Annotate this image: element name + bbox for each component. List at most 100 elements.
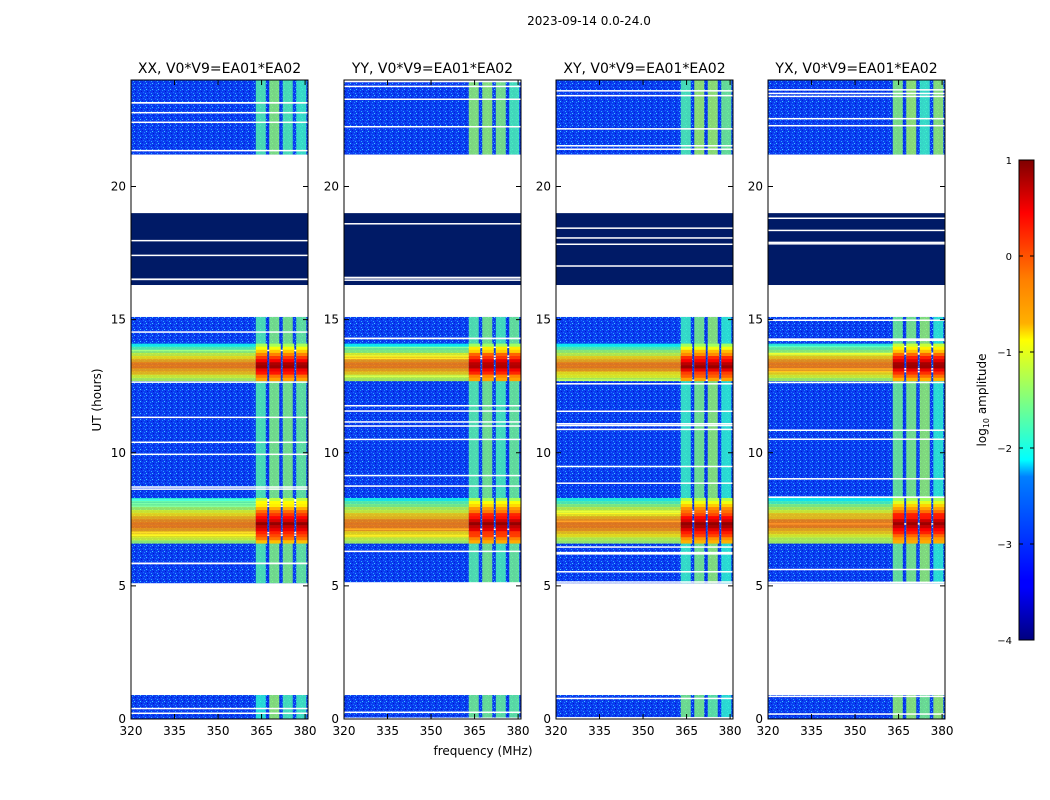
intense-cell <box>906 371 918 375</box>
x-tick-label: 365 <box>463 724 486 738</box>
intense-row <box>556 501 681 505</box>
gap-line <box>344 98 521 101</box>
intense-cell <box>509 362 521 366</box>
intense-cell <box>892 507 905 511</box>
intense-cell <box>694 501 706 505</box>
intense-cell <box>707 498 720 502</box>
intense-cell <box>694 528 706 532</box>
intense-cell <box>269 501 281 505</box>
intense-cell <box>255 501 268 505</box>
intense-cell <box>296 540 308 544</box>
intense-row <box>344 534 469 538</box>
intense-cell <box>296 368 308 372</box>
intense-cell <box>721 377 733 382</box>
axes-frame <box>130 79 309 720</box>
rfi-column <box>468 316 479 584</box>
intense-row <box>344 525 469 529</box>
data-block <box>344 695 521 719</box>
intense-cell <box>906 522 918 526</box>
intense-row <box>344 522 469 526</box>
y-tick-label: 5 <box>543 579 551 593</box>
intense-cell <box>482 371 494 375</box>
intense-cell <box>933 359 945 363</box>
intense-row <box>768 352 893 357</box>
colorbar-tick-label: −3 <box>997 540 1012 551</box>
data-block <box>344 80 521 155</box>
rfi-column <box>892 695 903 719</box>
gap-line <box>556 410 733 413</box>
intense-cell <box>296 346 308 351</box>
intense-cell <box>892 501 905 505</box>
intense-cell <box>694 368 706 372</box>
intense-cell <box>482 365 494 369</box>
gap-line <box>768 713 945 715</box>
axes-frame <box>555 79 734 720</box>
rfi-column <box>495 316 506 584</box>
intense-cell <box>906 346 918 351</box>
intense-cell <box>694 522 706 526</box>
intense-cell <box>721 525 733 529</box>
intense-cell <box>892 513 905 517</box>
gap-line <box>556 581 733 583</box>
colorbar-tick-label: −4 <box>997 636 1012 647</box>
intense-cell <box>680 519 693 523</box>
x-tick-label: 380 <box>507 724 530 738</box>
y-tick-label: 15 <box>111 313 126 327</box>
intense-cell <box>495 362 508 366</box>
intense-cell <box>468 349 481 354</box>
intense-cell <box>482 540 494 544</box>
intense-cell <box>509 343 521 347</box>
intense-cell <box>482 362 494 366</box>
intense-cell <box>919 349 932 354</box>
intense-row <box>556 498 681 502</box>
intense-cell <box>906 374 918 379</box>
y-tick-label: 10 <box>324 446 339 460</box>
intense-cell <box>282 365 295 369</box>
intense-cell <box>269 513 281 517</box>
panel-yy: YY, V0*V9=EA01*EA02 320 335 350 365 380 0 5 10 15… <box>324 61 530 738</box>
intense-row <box>768 362 893 366</box>
rfi-column <box>269 80 280 155</box>
intense-cell <box>919 368 932 372</box>
intense-cell <box>721 501 733 505</box>
intense-row <box>768 501 893 505</box>
intense-cell <box>296 352 308 357</box>
intense-cell <box>707 510 720 514</box>
y-tick-label: 0 <box>543 712 551 726</box>
gap-line <box>768 339 945 342</box>
gap-line <box>131 486 308 488</box>
intense-cell <box>680 365 693 369</box>
intense-cell <box>495 343 508 347</box>
intense-cell <box>482 356 494 360</box>
intense-cell <box>919 504 932 508</box>
intense-row <box>768 349 893 354</box>
intense-cell <box>282 528 295 532</box>
gap-line <box>556 424 733 427</box>
intense-cell <box>721 510 733 514</box>
intense-cell <box>919 513 932 517</box>
intense-cell <box>919 510 932 514</box>
intense-row <box>768 519 893 523</box>
intense-row <box>556 528 681 532</box>
intense-row <box>556 359 681 363</box>
data-block <box>768 80 945 155</box>
intense-cell <box>282 349 295 354</box>
intense-cell <box>296 377 308 382</box>
panel-xx: XX, V0*V9=EA01*EA02 320 335 350 365 380 0 5 10 15… <box>111 61 317 738</box>
intense-cell <box>892 516 905 520</box>
intense-row <box>344 531 469 535</box>
intense-row <box>131 513 256 517</box>
intense-row <box>556 525 681 529</box>
intense-cell <box>255 377 268 382</box>
intense-cell <box>468 516 481 520</box>
rfi-column <box>694 695 705 719</box>
rfi-column <box>707 316 718 584</box>
intense-cell <box>906 365 918 369</box>
intense-cell <box>694 374 706 379</box>
intense-cell <box>680 343 693 347</box>
intense-row <box>131 359 256 363</box>
intense-cell <box>269 528 281 532</box>
intense-row <box>344 513 469 517</box>
intense-cell <box>721 519 733 523</box>
